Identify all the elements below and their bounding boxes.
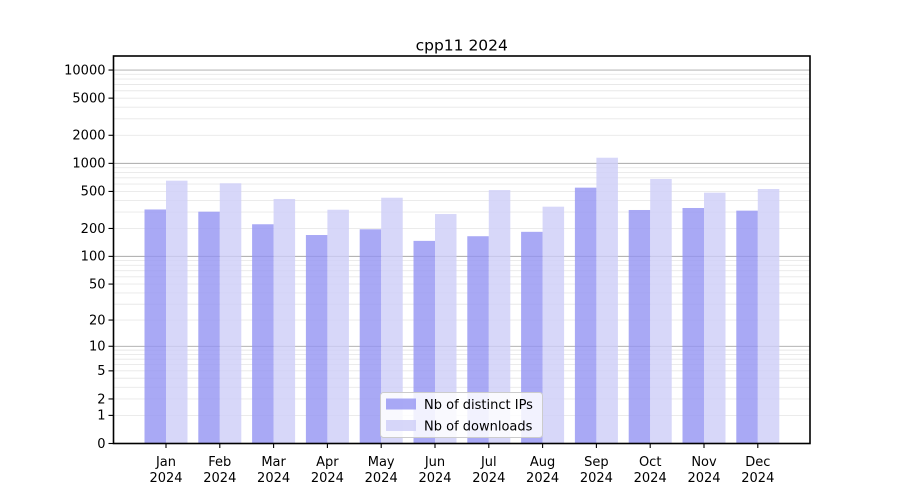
x-axis-tick-label: Jan 2024 — [149, 455, 182, 486]
bar-downloads — [650, 178, 672, 444]
x-axis-tick-label: May 2024 — [365, 455, 398, 486]
year-label: 2024 — [149, 471, 182, 486]
month-label: Sep — [584, 455, 609, 470]
y-axis-tick-label: 1 — [97, 409, 105, 424]
legend-box — [380, 392, 543, 438]
month-label: Mar — [261, 455, 286, 470]
month-label: Jun — [424, 455, 445, 470]
y-axis-tick-label: 500 — [81, 185, 106, 200]
y-axis-tick-label: 50 — [89, 277, 106, 292]
bar-downloads — [166, 180, 188, 444]
x-axis-tick-label: Mar 2024 — [257, 455, 290, 486]
year-label: 2024 — [365, 471, 398, 486]
bar-downloads — [273, 198, 296, 444]
bar-distinct-ips — [305, 235, 328, 444]
bar-downloads — [327, 209, 349, 444]
x-axis-tick-label: Aug 2024 — [526, 455, 559, 486]
legend-swatch-downloads — [386, 420, 416, 431]
plot-frame — [112, 55, 811, 445]
x-axis-tick-label: Oct 2024 — [634, 455, 667, 486]
year-label: 2024 — [526, 471, 559, 486]
legend-label-downloads: Nb of downloads — [424, 420, 533, 435]
bar-downloads — [488, 190, 511, 444]
month-label: Jan — [155, 455, 176, 470]
month-label: Nov — [691, 455, 717, 470]
month-label: Apr — [316, 455, 339, 470]
year-label: 2024 — [418, 471, 451, 486]
year-label: 2024 — [472, 471, 505, 486]
year-label: 2024 — [741, 471, 774, 486]
y-axis-tick-label: 20 — [89, 313, 106, 328]
y-axis-tick-label: 5000 — [72, 91, 105, 106]
month-label: Jul — [480, 455, 497, 470]
month-label: Feb — [208, 455, 231, 470]
y-axis-tick-label: 1000 — [72, 157, 105, 172]
y-axis-tick-label: 2 — [97, 392, 105, 407]
x-axis-tick-label: Sep 2024 — [580, 455, 613, 486]
bar-distinct-ips — [736, 210, 758, 444]
y-axis-tick-label: 10 — [89, 340, 106, 355]
bar-distinct-ips — [198, 211, 220, 444]
bar-distinct-ips — [682, 207, 704, 444]
bar-distinct-ips — [144, 209, 166, 444]
year-label: 2024 — [257, 471, 290, 486]
year-label: 2024 — [634, 471, 667, 486]
month-label: May — [368, 455, 395, 470]
y-axis-tick-label: 2000 — [72, 129, 105, 144]
y-axis-tick-label: 200 — [81, 222, 106, 237]
year-label: 2024 — [203, 471, 236, 486]
month-label: Dec — [745, 455, 770, 470]
x-axis-tick-label: Jun 2024 — [418, 455, 451, 486]
y-axis-tick-label: 5 — [97, 364, 105, 379]
bar-downloads — [435, 214, 457, 444]
bar-distinct-ips — [359, 229, 382, 444]
bar-downloads — [757, 189, 780, 444]
bar-downloads — [704, 192, 726, 444]
bar-downloads — [381, 197, 403, 444]
legend-label-distinct-ips: Nb of distinct IPs — [424, 398, 533, 413]
bar-distinct-ips — [628, 209, 651, 444]
bar-downloads — [542, 206, 565, 444]
year-label: 2024 — [580, 471, 613, 486]
y-axis-tick-label: 100 — [81, 250, 106, 265]
year-label: 2024 — [311, 471, 344, 486]
bar-downloads — [596, 157, 618, 444]
x-axis-tick-label: Apr 2024 — [311, 455, 344, 486]
x-axis-tick-label: Feb 2024 — [203, 455, 236, 486]
x-axis-tick-label: Nov 2024 — [687, 455, 720, 486]
chart-title: cpp11 2024 — [416, 37, 508, 55]
bar-distinct-ips — [252, 224, 274, 444]
bar-downloads — [219, 183, 242, 444]
bar-distinct-ips — [574, 187, 597, 444]
month-label: Oct — [639, 455, 661, 470]
year-label: 2024 — [687, 471, 720, 486]
x-axis-tick-label: Jul 2024 — [472, 455, 505, 486]
y-axis-tick-label: 0 — [97, 437, 105, 452]
y-axis-tick-label: 10000 — [64, 63, 105, 78]
bar-distinct-ips — [467, 236, 489, 444]
legend-swatch-distinct-ips — [386, 398, 416, 410]
month-label: Aug — [530, 455, 555, 470]
bar-distinct-ips — [521, 231, 543, 444]
x-axis-tick-label: Dec 2024 — [741, 455, 774, 486]
